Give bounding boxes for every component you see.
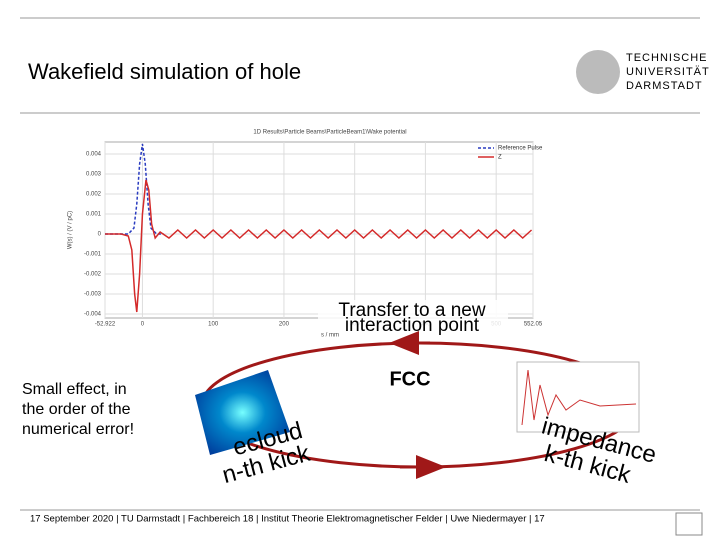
y-tick-label: 0.003: [86, 172, 102, 178]
slide-title: Wakefield simulation of hole: [28, 59, 301, 84]
y-tick-label: 0.004: [86, 152, 102, 158]
impedance-curve: [521, 369, 637, 426]
y-tick-label: -0.001: [84, 252, 102, 258]
logo-text: UNIVERSITÄT: [626, 66, 710, 78]
note: numerical error!: [22, 421, 134, 438]
x-axis-label: s / mm: [321, 333, 339, 339]
x-tick-label: 552.05: [524, 322, 543, 328]
logo-text: TECHNISCHE: [626, 52, 708, 64]
x-tick-label: 100: [208, 322, 219, 328]
transfer-text: interaction point: [345, 315, 480, 336]
footer: 17 September 2020 | TU Darmstadt | Fachb…: [30, 514, 545, 525]
logo-emblem: [576, 50, 620, 94]
transfer-bg: [318, 300, 508, 330]
y-axis-label: W(s) / (V / pC): [68, 211, 74, 249]
y-tick-label: -0.002: [84, 272, 102, 278]
legend-label: Z: [498, 155, 502, 161]
series-line: [105, 179, 533, 313]
x-tick-label: 200: [279, 322, 290, 328]
y-tick-label: -0.003: [84, 292, 102, 298]
ecloud-image: [195, 370, 290, 455]
plot-title: 1D Results\Particle Beams\ParticleBeam1\…: [253, 130, 406, 136]
y-tick-label: 0.001: [86, 212, 102, 218]
logo-text: DARMSTADT: [626, 80, 703, 92]
fcc-label: FCC: [389, 368, 430, 390]
impedance-image: [516, 361, 640, 433]
y-tick-label: 0.002: [86, 192, 102, 198]
wake-plot: 1D Results\Particle Beams\ParticleBeam1\…: [68, 130, 543, 339]
legend-label: Reference Pulse: [498, 146, 543, 152]
note: the order of the: [22, 401, 131, 418]
y-tick-label: 0: [98, 232, 102, 238]
x-tick-label: 0: [141, 322, 145, 328]
x-tick-label: -52.922: [95, 322, 116, 328]
series-line: [105, 143, 164, 235]
note: Small effect, in: [22, 381, 127, 398]
y-tick-label: -0.004: [84, 312, 102, 318]
footer-logo: [675, 512, 703, 536]
transfer-text: Transfer to a new: [338, 300, 485, 321]
